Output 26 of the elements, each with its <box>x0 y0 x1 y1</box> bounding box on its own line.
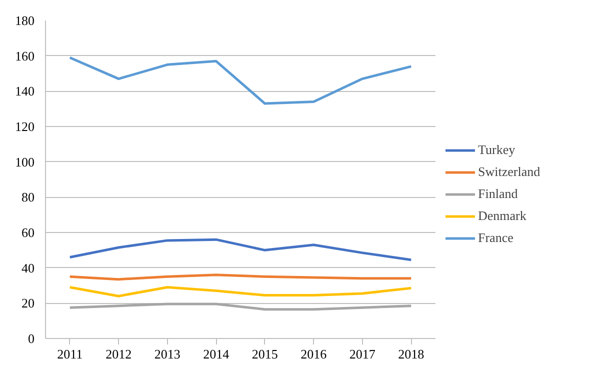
y-tick-label: 100 <box>15 154 34 170</box>
y-tick-label: 80 <box>22 190 34 205</box>
y-tick-label: 40 <box>22 260 34 276</box>
line-series <box>68 56 412 105</box>
x-tick-label: 2015 <box>252 346 278 362</box>
x-tick-label: 2012 <box>106 346 132 362</box>
y-tick-label: 20 <box>22 296 34 311</box>
y-tick-label: 60 <box>22 225 34 240</box>
y-tick-label: 160 <box>15 48 34 64</box>
x-tick-label: 2014 <box>203 346 230 362</box>
y-tick-label: 120 <box>15 119 34 134</box>
x-tick-label: 2011 <box>57 346 83 362</box>
x-tick-label: 2016 <box>300 346 328 362</box>
x-tick-label: 2017 <box>349 346 376 362</box>
y-tick-label: 140 <box>15 84 34 99</box>
x-tick-label: 2018 <box>398 346 424 362</box>
legend-label: Finland <box>478 186 518 202</box>
line-series <box>68 286 412 298</box>
legend-label: Denmark <box>478 208 526 224</box>
y-tick-label: 180 <box>15 13 34 28</box>
legend-label: Turkey <box>478 142 516 158</box>
y-tick-label: 0 <box>28 331 34 346</box>
x-tick-label: 2013 <box>154 346 180 362</box>
legend-label: France <box>478 230 514 246</box>
legend-label: Switzerland <box>478 164 540 180</box>
line-series <box>68 238 412 262</box>
